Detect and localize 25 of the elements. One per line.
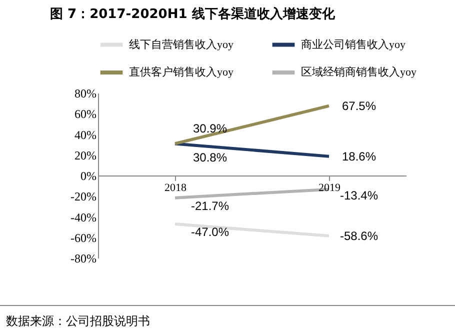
y-tick-label: -60% xyxy=(70,230,96,245)
data-label: 30.9% xyxy=(192,122,228,136)
data-label: 67.5% xyxy=(342,98,376,113)
y-tick-label: 80% xyxy=(74,86,96,100)
data-label: -21.7% xyxy=(190,198,230,213)
y-tick-label: 20% xyxy=(74,148,96,162)
data-label: 30.8% xyxy=(192,150,228,165)
y-tick-label: 60% xyxy=(74,107,96,122)
y-tick-label: 0% xyxy=(80,169,96,183)
legend-label: 商业公司销售收入yoy xyxy=(301,38,406,51)
legend-label: 线下自营销售收入yoy xyxy=(129,38,234,51)
y-tick-label: -80% xyxy=(70,252,96,266)
x-tick-label: 2018 xyxy=(164,182,187,194)
data-label: -58.6% xyxy=(340,228,378,243)
legend-label: 直供客户销售收入yoy xyxy=(129,66,234,78)
y-tick-label: -20% xyxy=(70,190,96,204)
chart-title: 图 7：2017-2020H1 线下各渠道收入增速变化 xyxy=(50,6,336,22)
source-note: 数据来源：公司招股说明书 xyxy=(6,313,150,330)
y-tick-label: -40% xyxy=(70,210,96,224)
y-tick-label: 40% xyxy=(74,128,96,142)
legend-label: 区域经销商销售收入yoy xyxy=(301,66,417,78)
data-label: -47.0% xyxy=(190,224,230,239)
x-tick-label: 2019 xyxy=(318,182,341,194)
data-label: 18.6% xyxy=(342,149,376,164)
data-label: -13.4% xyxy=(340,188,378,202)
